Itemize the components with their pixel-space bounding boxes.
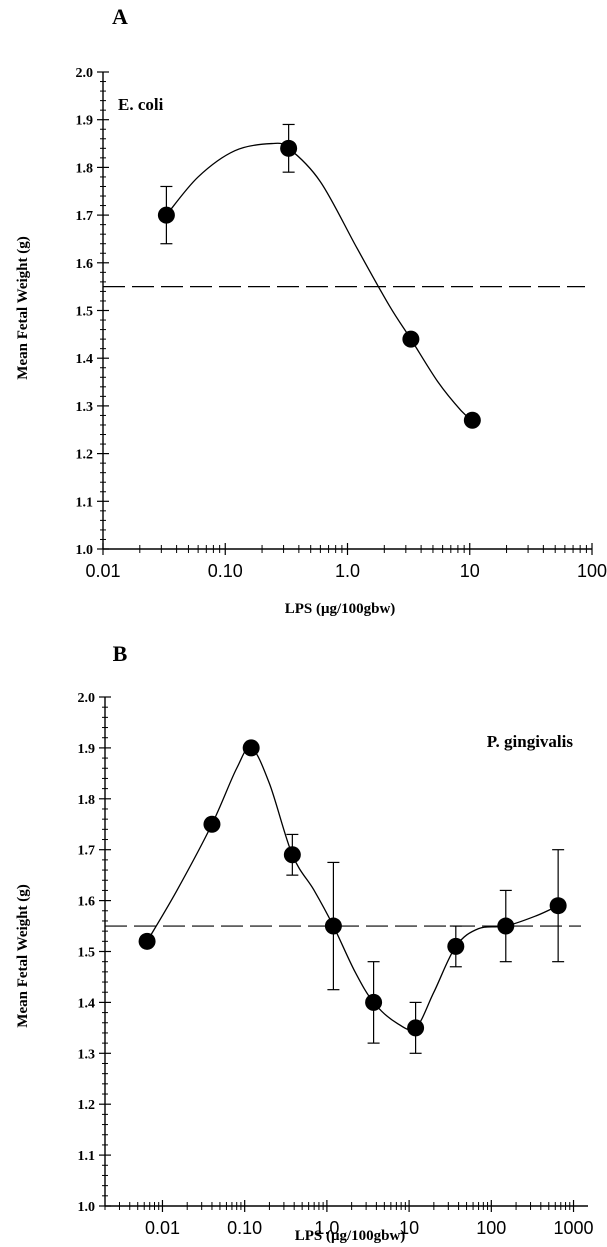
panel-a-y-tick-label: 1.8 [76, 161, 94, 176]
panel-a-letter: A [112, 4, 128, 29]
panel-b-annotation: P. gingivalis [487, 732, 574, 751]
panel-a-y-tick-label: 1.1 [76, 495, 94, 510]
panel-a-y-tick-label: 1.2 [76, 448, 94, 463]
panel-b-x-axis-label: LPS (μg/100gbw) [295, 1228, 406, 1244]
panel-b-y-tick-label: 1.1 [78, 1149, 96, 1164]
panel-a-y-tick-label: 1.9 [76, 114, 94, 129]
panel-b-y-tick-label: 1.7 [78, 844, 96, 859]
panel-b-data-point [203, 815, 221, 833]
panel-a-y-tick-label: 1.0 [76, 543, 94, 558]
panel-b-data-point [138, 932, 156, 950]
panel-a-x-tick-label: 1.0 [335, 561, 360, 581]
panel-b-x-tick-label: 0.01 [145, 1218, 180, 1238]
panel-a-data-point [463, 411, 481, 429]
panel-a-x-tick-label: 10 [460, 561, 480, 581]
panel-b-data-point [497, 917, 515, 935]
panel-b-data-point [447, 937, 465, 955]
panel-b-y-tick-label: 1.5 [78, 946, 96, 961]
panel-b-data-point [549, 897, 567, 915]
panel-b-x-tick-label: 0.10 [227, 1218, 262, 1238]
panel-b-y-tick-label: 1.2 [78, 1098, 96, 1113]
panel-a-x-tick-label: 0.01 [85, 561, 120, 581]
panel-a-fit-curve [165, 142, 473, 421]
panel-b-y-tick-label: 1.8 [78, 793, 96, 808]
panel-b-y-tick-label: 1.4 [78, 996, 96, 1011]
panel-a-x-tick-label: 0.10 [208, 561, 243, 581]
panel-b-x-tick-label: 100 [476, 1218, 506, 1238]
panel-b-y-tick-label: 1.3 [78, 1047, 96, 1062]
panel-a-y-tick-label: 1.6 [76, 257, 94, 272]
panel-a-x-tick-label: 100 [577, 561, 607, 581]
panel-b-x-tick-label: 10 [399, 1218, 419, 1238]
panel-b-y-tick-label: 1.9 [78, 742, 96, 757]
panel-b-x-tick-label: 1000 [553, 1218, 593, 1238]
panel-b-data-point [407, 1019, 425, 1037]
panel-b-data-point [324, 917, 342, 935]
panel-b-data-point [242, 739, 260, 757]
panel-a-y-tick-label: 1.3 [76, 400, 94, 415]
panel-a-x-axis-label: LPS (μg/100gbw) [285, 601, 396, 617]
panel-b-data-point [365, 993, 383, 1011]
panel-b-y-tick-label: 2.0 [78, 691, 96, 706]
panel-a-annotation: E. coli [118, 95, 164, 114]
panel-b-fit-curve [146, 746, 559, 1031]
panel-b-y-axis-label: Mean Fetal Weight (g) [15, 884, 31, 1027]
panel-a-y-tick-label: 2.0 [76, 66, 94, 81]
panel-a-data-point [402, 330, 420, 348]
panel-b-plot: 1.0 1.1 1.2 1.3 1.4 1.5 1.6 1.7 1.8 1.9 2.0 0.01 0.1… [78, 691, 594, 1238]
panel-b-x-tick-label: 1.0 [314, 1218, 339, 1238]
panel-a-y-axis-label: Mean Fetal Weight (g) [15, 236, 31, 379]
panel-b-y-tick-label: 1.0 [78, 1200, 96, 1215]
panel-b-data-point [283, 846, 301, 864]
panel-a-y-tick-label: 1.5 [76, 305, 94, 320]
panel-b-y-tick-label: 1.6 [78, 895, 96, 910]
panel-a-y-tick-label: 1.4 [76, 352, 94, 367]
panel-a-data-point [280, 139, 298, 157]
panel-a-y-tick-label: 1.7 [76, 209, 94, 224]
panel-a-plot: 1.0 1.1 1.2 1.3 1.4 1.5 1.6 1.7 1.8 1.9 2.0 0.01 0.1… [76, 66, 607, 581]
panel-a-data-point [157, 206, 175, 224]
panel-b-letter: B [113, 641, 128, 666]
